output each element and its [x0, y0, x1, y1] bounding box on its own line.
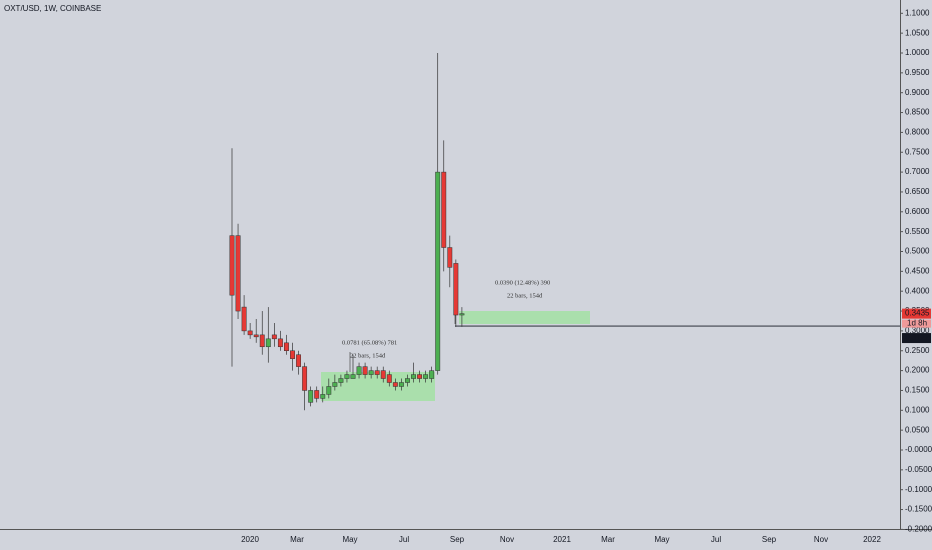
y-tick-label: 0.4500	[905, 266, 930, 275]
measure-label: 0.0390 (12.48%) 390	[495, 279, 550, 286]
y-tick-label: 0.9500	[905, 68, 930, 77]
candle-body	[314, 390, 320, 399]
candle-body	[417, 374, 423, 379]
y-tick-label: 0.0500	[905, 425, 930, 434]
candle-body	[398, 382, 404, 387]
y-tick-label: 0.7500	[905, 147, 930, 156]
y-tick-label: 0.8000	[905, 128, 930, 137]
y-tick-label: 1.1000	[905, 8, 930, 17]
y-tick-label: 0.9000	[905, 88, 930, 97]
y-tick-label: 0.5500	[905, 227, 930, 236]
candle-body	[368, 370, 374, 375]
candle-body	[386, 374, 392, 383]
candle-body	[362, 366, 368, 375]
candle-body	[241, 306, 247, 332]
chart-title: OXT/USD, 1W, COINBASE	[4, 4, 101, 13]
x-tick-label: Mar	[601, 535, 615, 544]
candle-body	[411, 374, 416, 379]
x-tick-label: Mar	[290, 535, 304, 544]
countdown-label: 1d 8h	[907, 319, 927, 328]
candle-body	[338, 378, 344, 383]
candle-body	[235, 235, 241, 312]
x-tick-label: Sep	[450, 535, 465, 544]
candle-body	[265, 338, 271, 348]
y-tick-label: 0.1500	[905, 386, 930, 395]
x-tick-label: 2020	[241, 535, 259, 544]
candle-body	[447, 247, 453, 268]
candle-body	[259, 334, 265, 348]
countdown-badge	[902, 319, 931, 328]
candle-body	[374, 370, 380, 375]
x-tick-label: May	[342, 535, 357, 544]
candle-body	[229, 235, 235, 296]
measure-label: 0.0781 (65.08%) 781	[342, 339, 397, 346]
y-tick-label: -0.0500	[905, 465, 932, 474]
x-tick-label: Nov	[500, 535, 514, 544]
y-tick-label: 0.7000	[905, 167, 930, 176]
candle-body	[332, 382, 338, 387]
candle-body	[247, 330, 253, 336]
measure-label: 22 bars, 154d	[350, 352, 386, 359]
crosshair-label: 0.3122	[905, 333, 930, 342]
y-tick-label: 1.0500	[905, 28, 930, 37]
candle-body	[380, 370, 386, 379]
y-tick-label: 0.6500	[905, 187, 930, 196]
y-tick-label: 0.1000	[905, 405, 930, 414]
x-tick-label: 2022	[863, 535, 881, 544]
y-tick-label: -0.0000	[905, 445, 932, 454]
candle-body	[320, 394, 326, 399]
candle-body	[441, 171, 447, 248]
candle-body	[296, 354, 302, 367]
candle-body	[392, 382, 398, 387]
candle-body	[356, 366, 362, 375]
x-tick-label: Nov	[814, 535, 828, 544]
candle-body	[284, 342, 289, 351]
candle-body	[290, 350, 295, 359]
measure-box	[321, 372, 435, 401]
y-tick-label: 0.2000	[905, 366, 930, 375]
x-tick-label: Jul	[399, 535, 409, 544]
candle-body	[429, 370, 435, 379]
y-tick-label: 0.3000	[905, 326, 930, 335]
y-tick-label: 0.6000	[905, 207, 930, 216]
y-tick-label: 0.4000	[905, 286, 930, 295]
candle-body	[277, 338, 283, 348]
candle-body	[271, 334, 277, 340]
y-tick-label: 0.2500	[905, 346, 930, 355]
y-tick-label: 0.8500	[905, 108, 930, 117]
crosshair-badge	[902, 333, 931, 344]
y-tick-label: -0.1500	[905, 505, 932, 514]
last-price-badge	[902, 308, 931, 319]
candle-body	[302, 366, 308, 391]
candle-body	[459, 313, 465, 316]
last-price-label: 0.3435	[905, 309, 930, 318]
y-tick-label: 0.5000	[905, 247, 930, 256]
candle-body	[435, 171, 441, 371]
x-tick-label: Jul	[711, 535, 721, 544]
y-tick-label: -0.1000	[905, 485, 932, 494]
candle-body	[405, 378, 410, 383]
x-tick-label: 2021	[553, 535, 571, 544]
measure-label: 22 bars, 154d	[507, 292, 543, 299]
x-tick-label: Sep	[762, 535, 777, 544]
candle-body	[308, 390, 314, 403]
candle-body	[350, 374, 356, 379]
candle-body	[253, 334, 259, 338]
candle-body	[423, 374, 429, 379]
candle-body	[326, 386, 332, 395]
y-tick-label: -0.2000	[905, 525, 932, 534]
candle-body	[453, 263, 459, 316]
candle-body	[344, 374, 350, 379]
x-tick-label: May	[654, 535, 669, 544]
measure-box	[459, 311, 590, 324]
y-tick-label: 1.0000	[905, 48, 930, 57]
